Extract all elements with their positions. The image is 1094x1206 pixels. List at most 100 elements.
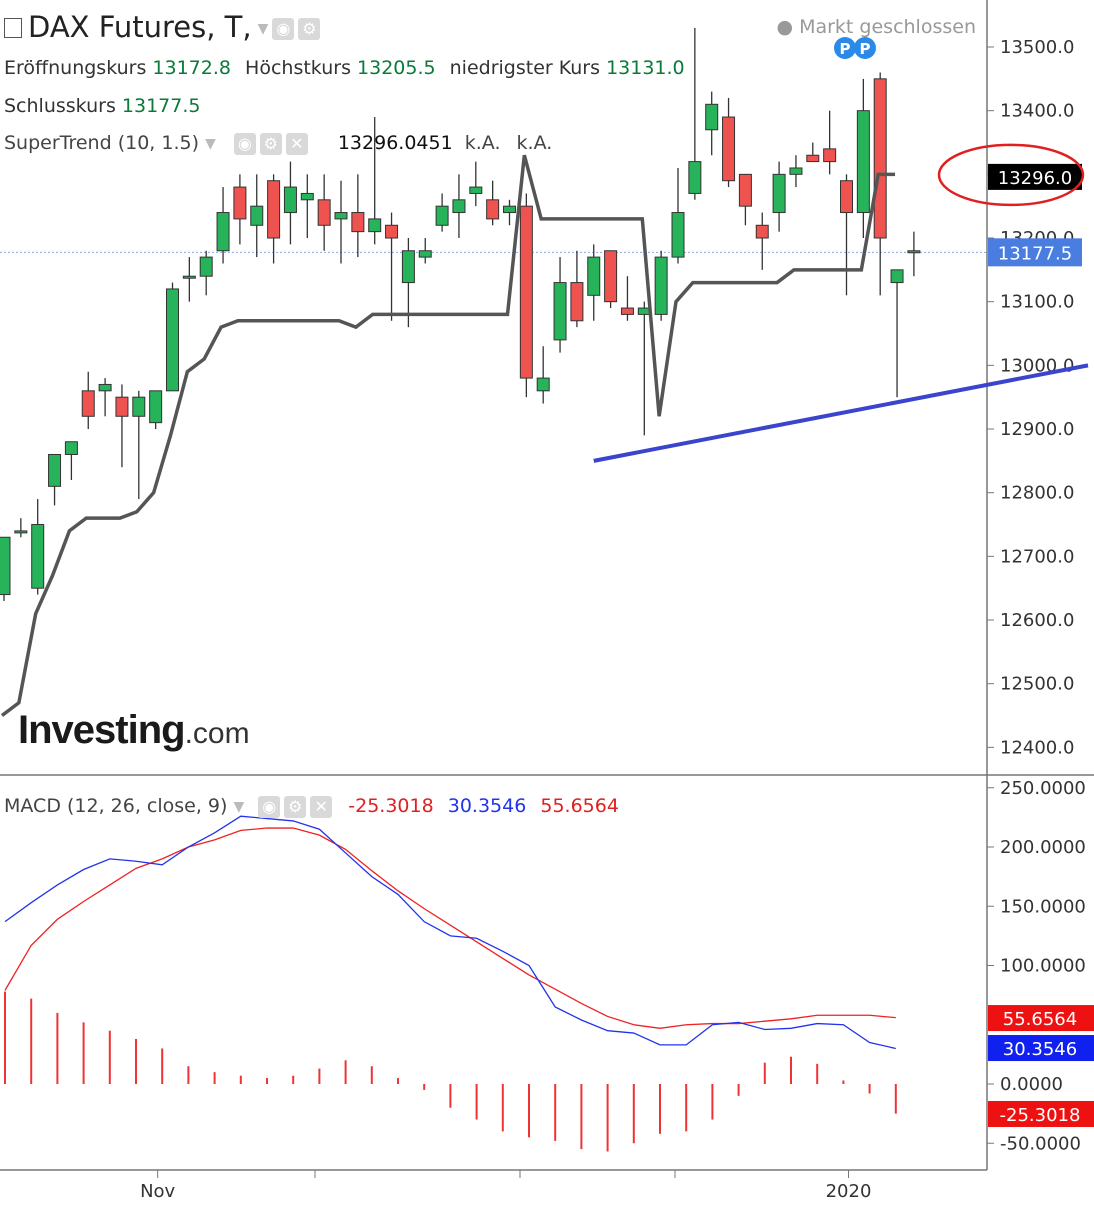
open-label: Eröffnungskurs bbox=[4, 57, 147, 79]
candle-body bbox=[267, 180, 281, 239]
candle-body bbox=[368, 218, 382, 233]
market-status: ● Markt geschlossen bbox=[776, 16, 976, 38]
candle-body bbox=[486, 199, 500, 220]
candle-body bbox=[115, 396, 129, 417]
candle-body bbox=[385, 224, 399, 239]
candle-body bbox=[166, 288, 179, 392]
candle-body bbox=[216, 212, 230, 252]
candle-body bbox=[503, 205, 516, 214]
pivot-marker bbox=[834, 37, 856, 59]
close-icon[interactable]: ✕ bbox=[285, 132, 308, 155]
candle-body bbox=[570, 282, 584, 322]
macd-tick-label: 200.0000 bbox=[1000, 837, 1086, 858]
last-price-tag bbox=[988, 238, 1082, 267]
candle-body bbox=[755, 224, 769, 239]
price-tick-label: 13500.0 bbox=[1000, 37, 1074, 58]
candle-body bbox=[620, 307, 634, 315]
price-tick-label: 12600.0 bbox=[1000, 610, 1074, 631]
candle-body bbox=[401, 250, 415, 284]
low-value: 13131.0 bbox=[606, 57, 685, 79]
candle-body bbox=[469, 186, 483, 194]
logo-suffix: .com bbox=[184, 717, 250, 750]
candle-body bbox=[722, 116, 736, 182]
supertrend-price-tag-label: 13296.0 bbox=[998, 168, 1072, 189]
candle-body bbox=[772, 173, 786, 214]
supertrend-value: 13296.0451 bbox=[337, 132, 453, 154]
macd-hist-tag bbox=[988, 1100, 1094, 1127]
gear-icon[interactable]: ⚙ bbox=[284, 795, 307, 818]
macd-line-tag bbox=[988, 1035, 1094, 1062]
eye-icon[interactable]: ◉ bbox=[233, 132, 256, 155]
candle-body bbox=[14, 530, 28, 534]
candle-body bbox=[671, 212, 685, 258]
high-label: Höchstkurs bbox=[245, 57, 351, 79]
macd-tick-label: 250.0000 bbox=[1000, 778, 1086, 799]
macd-tick-label: 100.0000 bbox=[1000, 956, 1086, 977]
supertrend-label: SuperTrend (10, 1.5) bbox=[4, 132, 200, 154]
candle-body bbox=[182, 275, 196, 279]
investing-logo: Investing.com bbox=[18, 708, 250, 753]
candle-body bbox=[31, 524, 45, 589]
supertrend-price-tag bbox=[988, 163, 1082, 190]
price-tick-label: 12900.0 bbox=[1000, 419, 1074, 440]
macd-line bbox=[4, 815, 896, 1050]
chart-title-row: DAX Futures, T, ▼ ◉ ⚙ bbox=[4, 10, 321, 44]
price-tick-label: 12500.0 bbox=[1000, 674, 1074, 695]
close-value: 13177.5 bbox=[121, 95, 201, 117]
time-tick-label: 2020 bbox=[826, 1181, 872, 1202]
last-price-tag-label: 13177.5 bbox=[998, 243, 1072, 264]
close-icon[interactable]: ✕ bbox=[310, 795, 333, 818]
candle-body bbox=[334, 212, 348, 220]
macd-tick-label: -50.0000 bbox=[1000, 1133, 1081, 1154]
candle-body bbox=[806, 154, 820, 163]
logo-main: Investing bbox=[18, 708, 186, 752]
pivot-marker-label: P bbox=[840, 40, 851, 58]
candle-body bbox=[873, 78, 887, 239]
eye-icon[interactable]: ◉ bbox=[272, 18, 295, 40]
low-label: niedrigster Kurs bbox=[449, 57, 601, 79]
supertrend-line bbox=[0, 154, 896, 717]
gear-icon[interactable]: ⚙ bbox=[259, 132, 282, 155]
collapse-icon[interactable] bbox=[4, 18, 22, 38]
chevron-down-icon[interactable]: ▼ bbox=[233, 798, 245, 815]
candle-body bbox=[418, 250, 432, 258]
close-row: Schlusskurs 13177.5 bbox=[4, 95, 200, 117]
chevron-down-icon[interactable]: ▼ bbox=[205, 135, 216, 152]
candle-body bbox=[132, 396, 146, 417]
chevron-down-icon[interactable]: ▼ bbox=[257, 21, 269, 37]
highlight-ellipse bbox=[937, 143, 1085, 207]
candle-body bbox=[604, 250, 618, 303]
supertrend-na-1: k.A. bbox=[464, 132, 501, 154]
supertrend-na-2: k.A. bbox=[516, 132, 553, 154]
price-tick-label: 12700.0 bbox=[1000, 546, 1074, 567]
macd-signal-tag-label: 55.6564 bbox=[1003, 1009, 1077, 1030]
high-value: 13205.5 bbox=[357, 57, 436, 79]
candle-body bbox=[199, 256, 213, 277]
eye-icon[interactable]: ◉ bbox=[258, 795, 281, 818]
candle-body bbox=[789, 167, 803, 175]
candle-body bbox=[452, 199, 466, 214]
macd-tick-label: 0.0000 bbox=[1000, 1074, 1063, 1095]
close-label: Schlusskurs bbox=[4, 95, 116, 117]
price-tick-label: 12400.0 bbox=[1000, 737, 1074, 758]
supertrend-legend: SuperTrend (10, 1.5) ▼ ◉ ⚙ ✕ 13296.0451 k.A.… bbox=[4, 132, 552, 155]
chart-title: DAX Futures, T, bbox=[28, 10, 252, 44]
macd-legend: MACD (12, 26, close, 9) ▼ ◉ ⚙ ✕ -25.3018 30.… bbox=[4, 795, 619, 818]
price-tick-label: 12800.0 bbox=[1000, 483, 1074, 504]
candle-body bbox=[519, 205, 533, 379]
candle-body bbox=[64, 441, 78, 455]
candle-body bbox=[705, 103, 719, 131]
pivot-marker bbox=[854, 37, 876, 59]
market-status-text: Markt geschlossen bbox=[799, 16, 976, 38]
gear-icon[interactable]: ⚙ bbox=[298, 18, 321, 40]
candle-body bbox=[907, 250, 921, 254]
candle-body bbox=[283, 186, 297, 214]
candle-body bbox=[435, 205, 449, 226]
macd-signal-tag bbox=[988, 1005, 1094, 1032]
macd-line-tag-label: 30.3546 bbox=[1003, 1039, 1077, 1060]
ohlc-row: Eröffnungskurs 13172.8 Höchstkurs 13205.… bbox=[4, 57, 693, 79]
pivot-marker-label: P bbox=[860, 40, 871, 58]
candle-body bbox=[0, 536, 11, 596]
price-tick-label: 13100.0 bbox=[1000, 292, 1074, 313]
